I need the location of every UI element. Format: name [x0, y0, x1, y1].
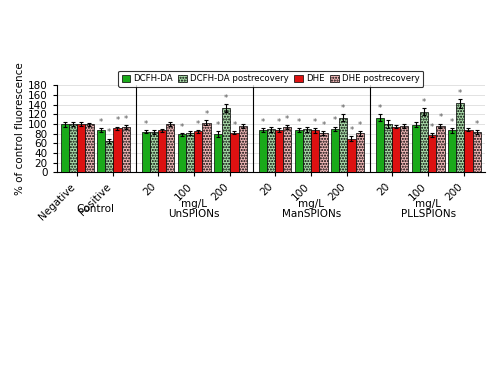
Text: mg/L: mg/L: [181, 199, 207, 208]
Bar: [97, 130, 105, 172]
Text: *: *: [350, 126, 354, 135]
Bar: [420, 112, 428, 172]
Bar: [150, 132, 158, 172]
Bar: [238, 126, 246, 172]
Bar: [356, 134, 364, 172]
Text: *: *: [378, 104, 382, 113]
Bar: [202, 123, 210, 172]
Bar: [122, 127, 130, 172]
Text: *: *: [224, 94, 228, 103]
Text: Control: Control: [76, 204, 114, 214]
Bar: [384, 124, 392, 172]
Text: *: *: [430, 123, 434, 132]
Text: PLLSPIONs: PLLSPIONs: [400, 209, 456, 219]
Text: *: *: [107, 128, 112, 137]
Bar: [194, 131, 202, 172]
Bar: [472, 132, 480, 172]
Bar: [214, 134, 222, 172]
Bar: [311, 130, 320, 172]
Bar: [392, 126, 400, 172]
Bar: [400, 126, 408, 172]
Bar: [86, 124, 94, 172]
Bar: [61, 124, 69, 172]
Bar: [428, 135, 436, 172]
Bar: [284, 127, 292, 172]
Bar: [295, 130, 303, 172]
Text: *: *: [422, 98, 426, 107]
Bar: [142, 132, 150, 172]
Text: *: *: [232, 121, 236, 130]
Bar: [186, 133, 194, 172]
Bar: [166, 124, 174, 172]
Text: *: *: [358, 121, 362, 130]
Text: *: *: [313, 118, 318, 127]
Text: *: *: [116, 116, 119, 125]
Text: mg/L: mg/L: [298, 199, 324, 208]
Bar: [69, 124, 77, 172]
Text: *: *: [285, 115, 290, 124]
Text: *: *: [124, 115, 128, 124]
Text: *: *: [458, 89, 462, 98]
Bar: [114, 129, 122, 172]
Text: *: *: [216, 121, 220, 130]
Bar: [267, 129, 275, 172]
Bar: [105, 141, 114, 172]
Bar: [158, 130, 166, 172]
Bar: [275, 130, 283, 172]
Text: *: *: [180, 123, 184, 132]
Bar: [303, 129, 311, 172]
Bar: [178, 134, 186, 172]
Y-axis label: % of control fluorescence: % of control fluorescence: [15, 63, 25, 195]
Bar: [258, 130, 267, 172]
Bar: [222, 108, 230, 172]
Text: *: *: [450, 118, 454, 127]
Bar: [376, 118, 384, 172]
Bar: [456, 104, 464, 172]
Text: *: *: [196, 120, 200, 129]
Text: *: *: [297, 118, 301, 127]
Text: *: *: [277, 118, 281, 127]
Text: ManSPIONs: ManSPIONs: [282, 209, 341, 219]
Text: *: *: [438, 114, 442, 123]
Text: mg/L: mg/L: [415, 199, 441, 208]
Text: *: *: [341, 104, 345, 113]
Bar: [412, 124, 420, 172]
Bar: [464, 130, 472, 172]
Bar: [348, 139, 356, 172]
Text: *: *: [144, 120, 148, 129]
Bar: [77, 124, 86, 172]
Bar: [339, 118, 347, 172]
Text: UnSPIONs: UnSPIONs: [168, 209, 220, 219]
Legend: DCFH-DA, DCFH-DA postrecovery, DHE, DHE postrecovery: DCFH-DA, DCFH-DA postrecovery, DHE, DHE …: [118, 70, 424, 87]
Text: *: *: [99, 118, 103, 127]
Bar: [230, 133, 238, 172]
Text: *: *: [322, 121, 326, 130]
Bar: [320, 133, 328, 172]
Bar: [448, 130, 456, 172]
Text: *: *: [474, 120, 478, 129]
Text: *: *: [260, 118, 265, 127]
Text: *: *: [204, 110, 208, 119]
Text: *: *: [333, 116, 337, 125]
Bar: [436, 126, 444, 172]
Bar: [331, 129, 339, 173]
